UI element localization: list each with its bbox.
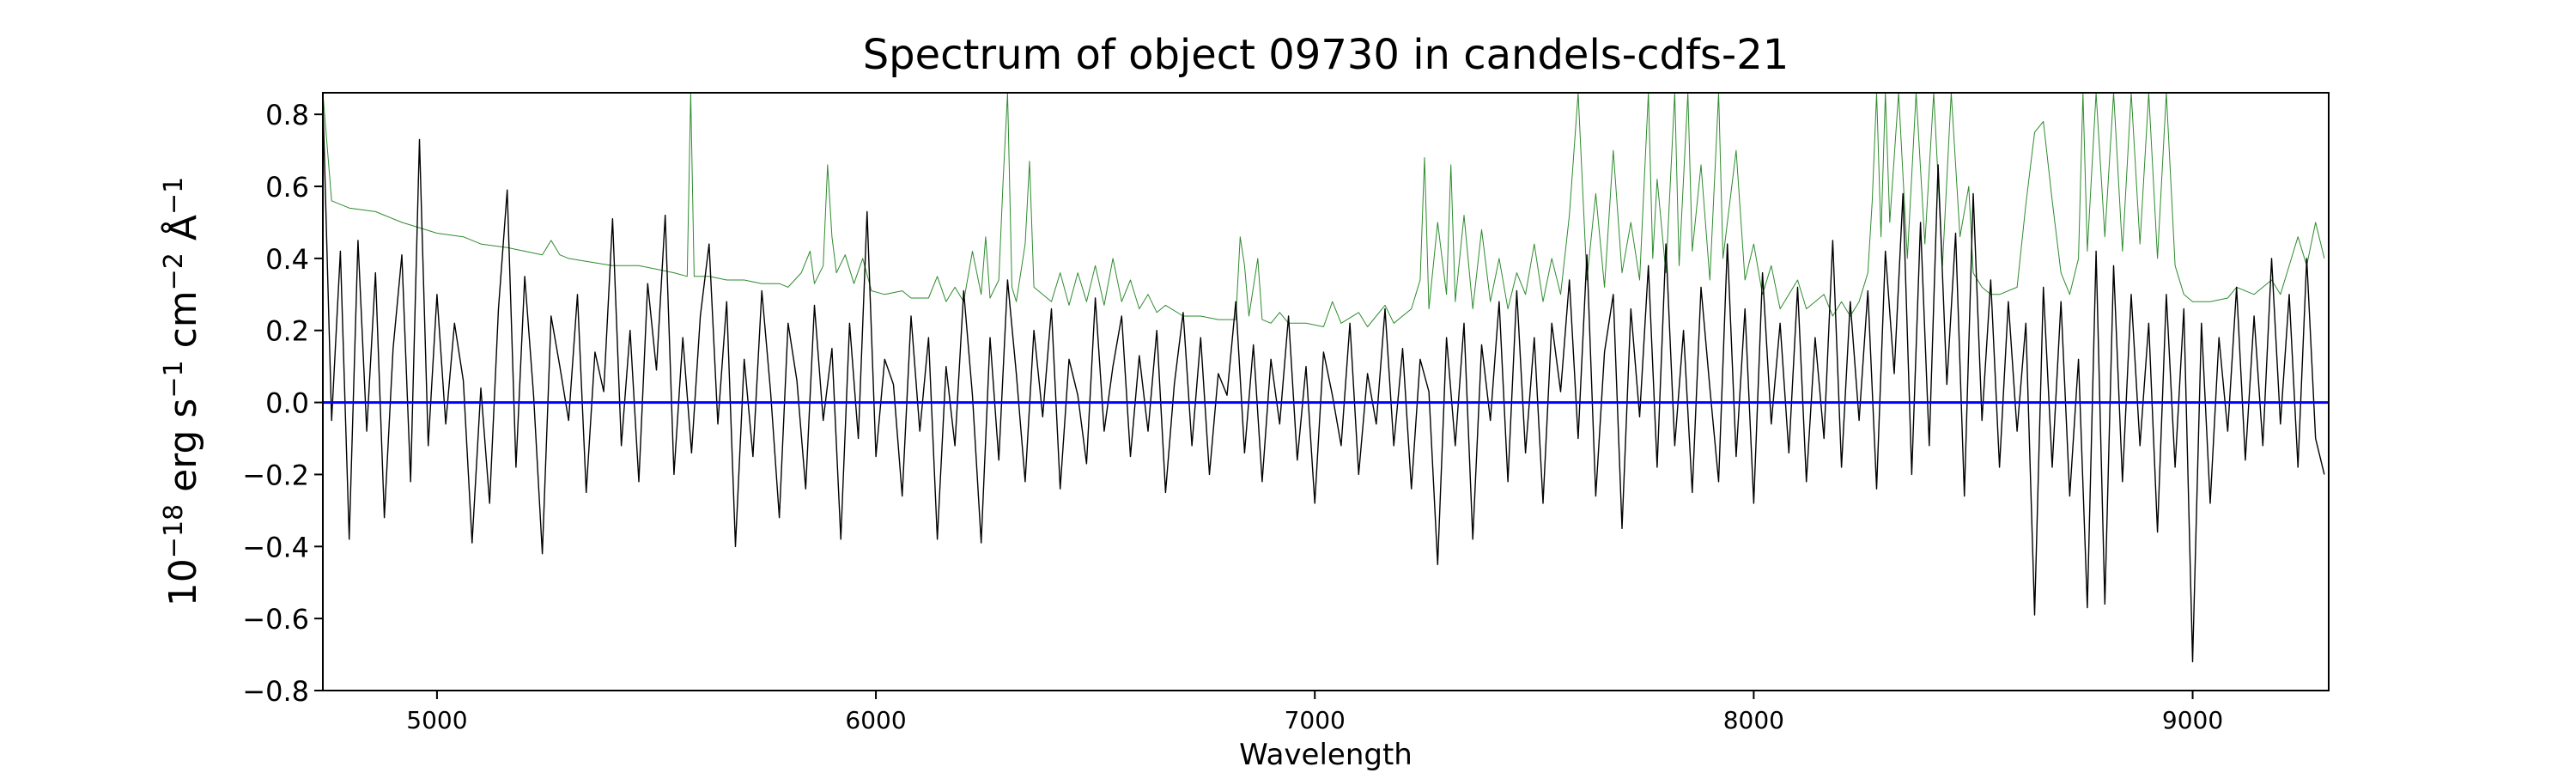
y-tick-label: 0.0 <box>265 387 309 420</box>
y-tick-label: 0.2 <box>265 315 309 348</box>
y-tick-label: −0.8 <box>242 675 309 708</box>
y-axis-label: 10−18 erg s−1 cm−2 Å−1 <box>159 177 205 606</box>
x-axis: 5000 6000 7000 8000 9000 <box>406 691 2223 734</box>
y-tick-label: 0.4 <box>265 243 309 276</box>
series-error-line <box>323 93 2325 327</box>
y-tick-label: −0.4 <box>242 531 309 563</box>
plot-series <box>323 93 2329 663</box>
y-tick-label: −0.6 <box>242 603 309 636</box>
y-tick-label: 0.8 <box>265 99 309 131</box>
plot-frame <box>322 92 2330 691</box>
x-tick-label: 8000 <box>1723 706 1784 734</box>
x-axis-label: Wavelength <box>1239 738 1413 772</box>
x-tick-label: 7000 <box>1285 706 1346 734</box>
x-tick-label: 6000 <box>845 706 906 734</box>
x-tick-label: 5000 <box>406 706 467 734</box>
series-flux-line <box>323 100 2325 663</box>
y-tick-label: −0.2 <box>242 459 309 491</box>
y-axis: −0.8 −0.6 −0.4 −0.2 0.0 0.2 0.4 0.6 0.8 <box>242 99 323 708</box>
y-tick-label: 0.6 <box>265 171 309 204</box>
x-tick-label: 9000 <box>2162 706 2223 734</box>
chart-title: Spectrum of object 09730 in candels-cdfs… <box>863 31 1789 79</box>
